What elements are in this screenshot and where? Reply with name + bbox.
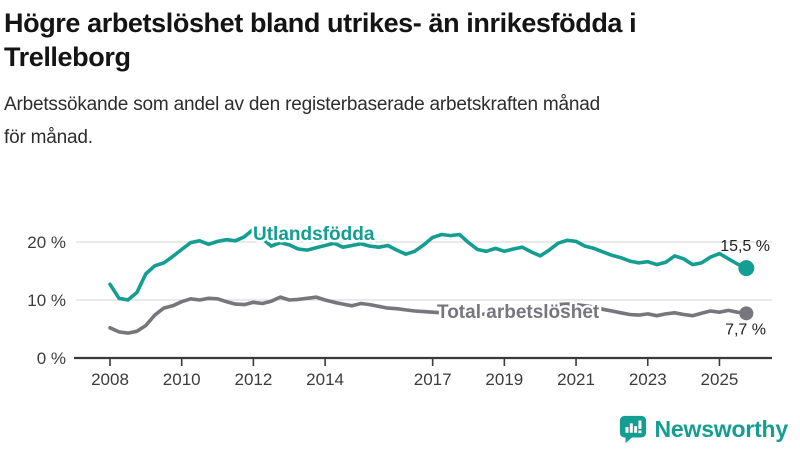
end-value-label-total-arbetsl-shet: 7,7 % — [725, 321, 766, 338]
x-axis-label-2023: 2023 — [629, 370, 667, 389]
x-axis-label-2014: 2014 — [306, 370, 344, 389]
y-axis-label-0pct: 0 % — [37, 349, 66, 368]
series-label-utlandsf-dda: Utlandsfödda — [253, 224, 375, 245]
x-axis-label-2017: 2017 — [414, 370, 452, 389]
page-title: Högre arbetslöshet bland utrikes- än inr… — [4, 6, 782, 74]
chart-subtitle: Arbetssökande som andel av den registerb… — [4, 88, 782, 154]
newsworthy-bubble-icon — [619, 415, 646, 444]
x-axis-label-2021: 2021 — [557, 370, 595, 389]
chart-canvas: 0 % 10 % 20 % 2008 2010 2012 2014 2017 2019 2021 2… — [27, 222, 772, 389]
unemployment-line-chart: 0 % 10 % 20 % 2008 2010 2012 2014 2017 2019 2021 2… — [0, 198, 800, 414]
end-value-label-utlandsf-dda: 15,5 % — [720, 238, 770, 255]
bar-3 — [633, 426, 637, 433]
series-end-dot-utlandsf-dda — [738, 260, 755, 277]
title-line-2: Trelleborg — [4, 42, 131, 72]
bar-1 — [625, 427, 629, 433]
title-line-1: Högre arbetslöshet bland utrikes- än inr… — [4, 8, 637, 38]
bubble-shape — [619, 415, 646, 444]
exclamation-stem — [637, 420, 641, 429]
y-axis-label-20pct: 20 % — [27, 233, 66, 252]
newsworthy-wordmark: Newsworthy — [654, 415, 789, 442]
series-line-total-arbetsl-shet — [108, 295, 749, 335]
newsworthy-logo[interactable]: Newsworthy — [618, 414, 788, 444]
x-axis-label-2008: 2008 — [91, 370, 129, 389]
y-axis-label-10pct: 10 % — [27, 291, 66, 310]
subtitle-line-1: Arbetssökande som andel av den registerb… — [4, 94, 601, 115]
series-end-dot-total-arbetsl-shet — [739, 306, 754, 321]
x-axis-label-2025: 2025 — [701, 370, 739, 389]
series-line-utlandsf-dda — [108, 227, 749, 302]
x-axis-label-2019: 2019 — [485, 370, 523, 389]
bar-2 — [629, 423, 633, 433]
series-label-total-arbetsl-shet: Total arbetslöshet — [437, 302, 600, 323]
x-axis-label-2012: 2012 — [234, 370, 272, 389]
subtitle-line-2: för månad. — [4, 127, 93, 148]
chart-header: Högre arbetslöshet bland utrikes- än inr… — [0, 0, 800, 154]
x-axis-label-2010: 2010 — [163, 370, 201, 389]
exclamation-dot — [637, 430, 641, 434]
